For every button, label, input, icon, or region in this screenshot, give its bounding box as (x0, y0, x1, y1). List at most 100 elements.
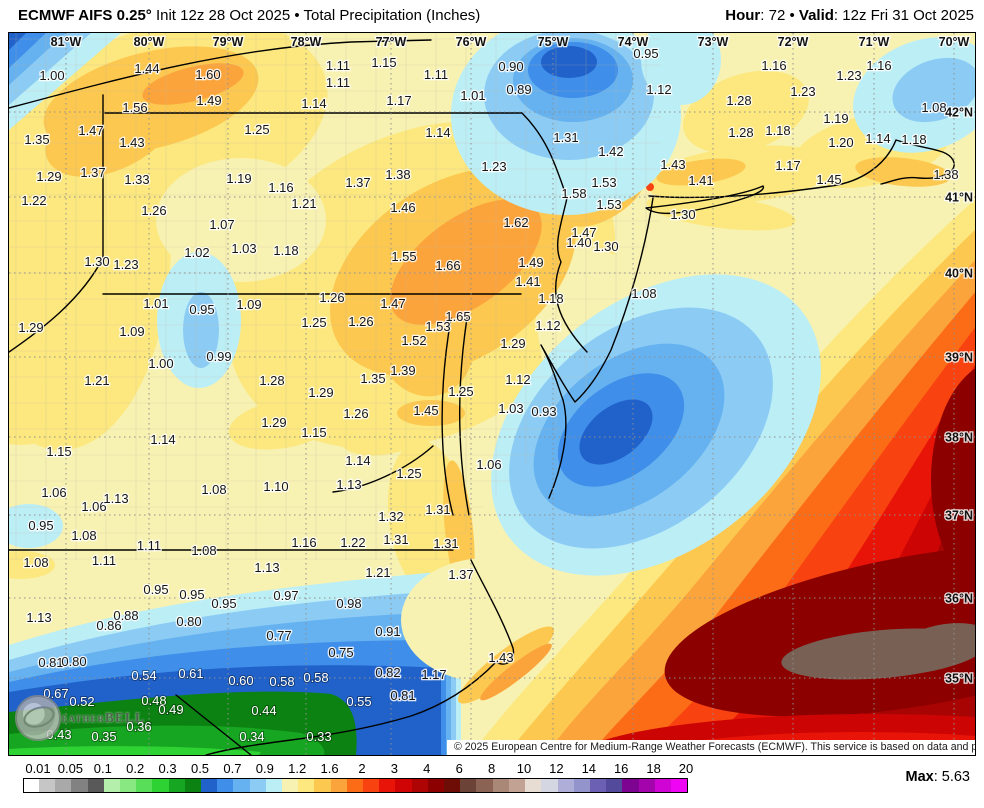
svg-text:1.31: 1.31 (425, 502, 450, 517)
hour-value: 72 (768, 7, 786, 24)
svg-text:0.91: 0.91 (375, 624, 400, 639)
svg-text:0.35: 0.35 (91, 729, 116, 744)
precip-value-labels: 1.00 1.44 1.60 1.56 1.49 1.14 1.25 1.47 1.35 1.43… (17, 45, 960, 745)
color-scale-segment (622, 779, 639, 792)
svg-text:1.19: 1.19 (226, 171, 251, 186)
svg-text:0.44: 0.44 (251, 703, 276, 718)
svg-text:1.58: 1.58 (561, 186, 586, 201)
lat-lon-gridlines (9, 33, 975, 755)
southern-precip-bands (9, 558, 571, 755)
svg-text:1.35: 1.35 (24, 132, 49, 147)
svg-text:1.53: 1.53 (596, 197, 621, 212)
svg-text:78°W: 78°W (291, 35, 322, 49)
svg-text:1.29: 1.29 (500, 336, 525, 351)
svg-text:0.75: 0.75 (328, 645, 353, 660)
color-scale-segment (71, 779, 88, 792)
svg-text:1.18: 1.18 (273, 243, 298, 258)
svg-text:1.12: 1.12 (535, 318, 560, 333)
svg-text:0.34: 0.34 (239, 729, 264, 744)
svg-text:1.14: 1.14 (345, 453, 370, 468)
color-scale-segment (314, 779, 331, 792)
svg-text:1.13: 1.13 (336, 477, 361, 492)
color-scale-tick: 2 (358, 761, 366, 776)
color-scale-tick: 0.05 (57, 761, 84, 776)
svg-text:1.09: 1.09 (119, 324, 144, 339)
svg-text:1.30: 1.30 (593, 239, 618, 254)
svg-text:1.18: 1.18 (901, 132, 926, 147)
color-scale-segment (427, 779, 445, 792)
svg-text:1.53: 1.53 (425, 319, 450, 334)
svg-text:1.66: 1.66 (435, 258, 460, 273)
color-scale-segment (460, 779, 477, 792)
svg-text:1.53: 1.53 (591, 175, 616, 190)
color-scale-tick: 3 (390, 761, 399, 776)
color-scale-segment (39, 779, 56, 792)
svg-text:1.16: 1.16 (291, 535, 316, 550)
svg-text:1.41: 1.41 (688, 173, 713, 188)
svg-text:0.82: 0.82 (375, 665, 400, 680)
svg-text:1.47: 1.47 (380, 296, 405, 311)
init-product-text: Init 12z 28 Oct 2025 • Total Precipitati… (151, 7, 481, 24)
color-scale-segment (670, 779, 688, 792)
color-scale-tick: 16 (613, 761, 629, 776)
svg-text:1.00: 1.00 (39, 68, 64, 83)
color-scale-segment (346, 779, 364, 792)
max-value: 5.63 (941, 769, 970, 785)
svg-text:1.49: 1.49 (518, 255, 543, 270)
svg-text:1.11: 1.11 (92, 553, 116, 568)
svg-text:1.00: 1.00 (148, 356, 173, 371)
color-scale-segment (136, 779, 153, 792)
color-scale-segment (654, 779, 671, 792)
svg-text:1.37: 1.37 (345, 175, 370, 190)
color-scale-tick: 12 (549, 761, 564, 776)
svg-text:81°W: 81°W (51, 35, 82, 49)
degree-sign: ° (145, 7, 152, 24)
svg-text:1.06: 1.06 (81, 499, 106, 514)
svg-text:39°N: 39°N (945, 351, 973, 365)
svg-text:1.13: 1.13 (26, 610, 51, 625)
lat-lon-labels: 81°W 80°W 79°W 78°W 77°W 76°W 75°W 74°W 73°W 72°W… (49, 34, 974, 687)
svg-text:1.37: 1.37 (80, 165, 105, 180)
color-scale-segment (363, 779, 380, 792)
svg-text:1.45: 1.45 (816, 172, 841, 187)
svg-text:1.17: 1.17 (775, 158, 800, 173)
svg-text:0.61: 0.61 (178, 666, 203, 681)
svg-text:1.25: 1.25 (396, 466, 421, 481)
color-scale-segment (492, 779, 509, 792)
weatherbell-watermark: WeatherBELL (15, 693, 165, 743)
color-scale-tick: 0.2 (126, 761, 145, 776)
svg-text:1.12: 1.12 (646, 82, 671, 97)
svg-text:1.30: 1.30 (670, 207, 695, 222)
svg-text:1.09: 1.09 (236, 297, 261, 312)
color-scale-segment (298, 779, 315, 792)
svg-text:0.58: 0.58 (269, 674, 294, 689)
svg-text:76°W: 76°W (456, 35, 487, 49)
svg-text:1.29: 1.29 (261, 415, 286, 430)
svg-text:1.55: 1.55 (391, 249, 416, 264)
color-scale-segment (411, 779, 428, 792)
svg-text:1.47: 1.47 (78, 123, 103, 138)
svg-text:1.18: 1.18 (538, 291, 563, 306)
svg-text:0.89: 0.89 (506, 82, 531, 97)
svg-text:1.23: 1.23 (790, 84, 815, 99)
svg-text:1.26: 1.26 (343, 406, 368, 421)
svg-text:0.90: 0.90 (498, 59, 523, 74)
color-scale-segment (330, 779, 347, 792)
color-scale-segment (541, 779, 558, 792)
color-scale-segment (24, 779, 39, 792)
svg-text:1.29: 1.29 (18, 320, 43, 335)
svg-text:1.08: 1.08 (201, 482, 226, 497)
svg-text:1.44: 1.44 (134, 61, 159, 76)
svg-text:80°W: 80°W (134, 35, 165, 49)
svg-text:1.23: 1.23 (113, 257, 138, 272)
color-scale-segment (168, 779, 185, 792)
svg-text:1.22: 1.22 (21, 193, 46, 208)
svg-text:1.65: 1.65 (445, 309, 470, 324)
svg-text:1.43: 1.43 (488, 650, 513, 665)
svg-text:0.80: 0.80 (176, 614, 201, 629)
svg-text:38°N: 38°N (945, 431, 973, 445)
color-scale-tick: 0.7 (223, 761, 242, 776)
svg-text:1.52: 1.52 (401, 333, 426, 348)
svg-text:1.25: 1.25 (448, 384, 473, 399)
svg-text:0.95: 0.95 (211, 596, 236, 611)
